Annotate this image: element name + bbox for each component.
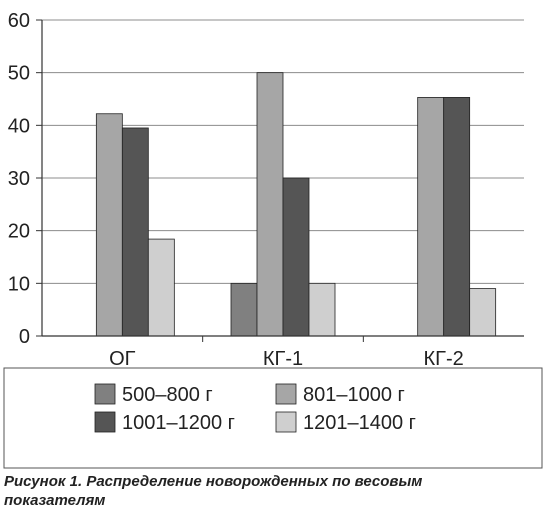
legend-label: 1001–1200 г — [122, 412, 235, 434]
legend-label: 1201–1400 г — [303, 412, 416, 434]
bar — [308, 282, 336, 337]
x-axis-labels: ОГ КГ-1 КГ-2 — [109, 348, 464, 370]
y-tick-label: 20 — [8, 221, 30, 243]
bar — [417, 97, 445, 337]
legend: 500–800 г 801–1000 г 1001–1200 г 1201–1400 … — [94, 383, 416, 434]
bar — [443, 97, 471, 337]
bar — [121, 127, 149, 337]
y-tick-label: 60 — [8, 10, 30, 32]
y-tick-label: 0 — [19, 326, 30, 348]
legend-label: 801–1000 г — [303, 384, 405, 406]
y-axis-ticks: 0 10 20 30 40 50 60 — [8, 10, 30, 348]
legend-swatch — [94, 383, 116, 405]
bar — [230, 282, 258, 337]
bar — [469, 288, 497, 337]
x-tick-label: КГ-2 — [424, 348, 464, 370]
y-tick-label: 50 — [8, 63, 30, 85]
y-tick-label: 40 — [8, 115, 30, 137]
axes — [36, 19, 524, 342]
legend-swatch — [275, 383, 297, 405]
x-tick-label: ОГ — [109, 348, 136, 370]
legend-label: 500–800 г — [122, 384, 213, 406]
bar — [95, 113, 123, 337]
bars — [95, 72, 497, 337]
y-tick-label: 30 — [8, 168, 30, 190]
bar — [147, 238, 175, 337]
legend-swatch — [275, 411, 297, 433]
figure-caption: Рисунок 1. Распределение новорожденных п… — [4, 473, 423, 509]
legend-box — [3, 367, 543, 469]
bar — [282, 177, 310, 337]
y-tick-label: 10 — [8, 273, 30, 295]
x-tick-label: КГ-1 — [263, 348, 303, 370]
legend-swatch — [94, 411, 116, 433]
bar-chart: 0 10 20 30 40 50 60 ОГ КГ-1 КГ-2 500–800 г 801–10… — [3, 10, 543, 469]
bar — [256, 72, 284, 337]
